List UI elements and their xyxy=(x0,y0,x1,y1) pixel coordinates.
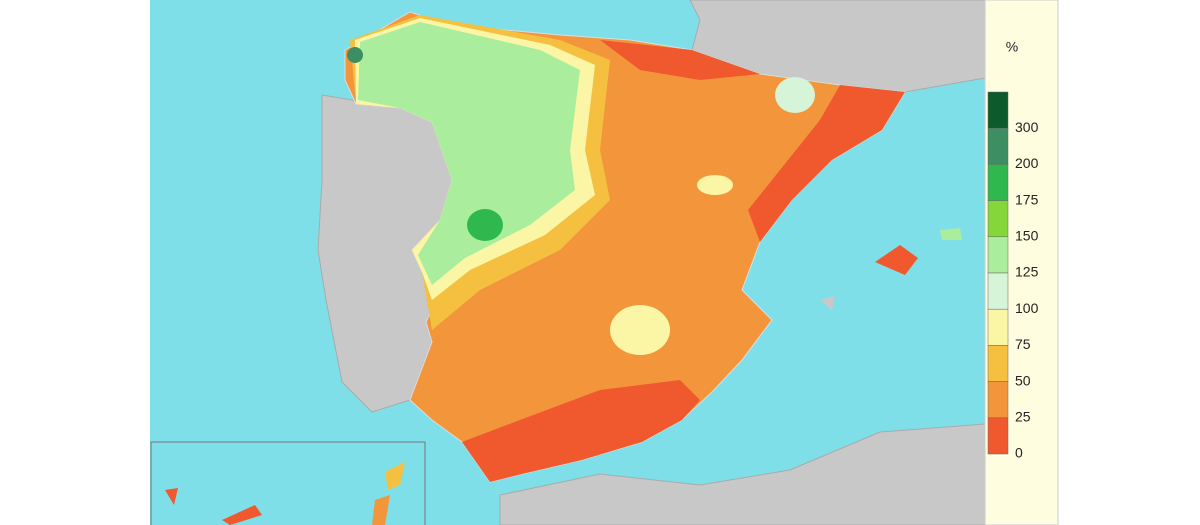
zone-normal xyxy=(697,175,733,195)
zone-low xyxy=(748,85,905,242)
legend-label: 150 xyxy=(1015,228,1039,244)
legend-swatch xyxy=(987,345,1009,382)
legend-label: 100 xyxy=(1015,300,1039,316)
legend-label: 25 xyxy=(1015,409,1031,425)
zone-wet xyxy=(775,77,815,113)
legend-label: 175 xyxy=(1015,191,1039,207)
legend-swatch xyxy=(987,308,1009,346)
legend-swatch xyxy=(987,127,1009,165)
legend-swatch xyxy=(987,381,1009,419)
legend-swatch xyxy=(987,91,1009,129)
ibiza xyxy=(820,296,835,310)
legend-label: 200 xyxy=(1015,155,1039,171)
legend-label: 125 xyxy=(1015,264,1039,280)
zone-low xyxy=(462,380,700,482)
zone-low xyxy=(600,40,760,80)
legend-swatch xyxy=(987,200,1009,238)
island xyxy=(372,495,390,525)
island xyxy=(385,462,405,490)
zone-very-wet xyxy=(467,209,503,241)
legend-label: 0 xyxy=(1015,445,1023,461)
legend-swatch xyxy=(987,272,1009,310)
mallorca xyxy=(875,245,918,275)
legend-swatch xyxy=(987,417,1009,455)
zone-very-wet xyxy=(347,47,363,63)
zone-normal xyxy=(610,305,670,355)
africa xyxy=(499,423,986,525)
legend-label: 75 xyxy=(1015,336,1031,352)
legend-title: % xyxy=(1006,39,1018,55)
zone-wet xyxy=(358,22,580,285)
island xyxy=(165,488,178,505)
legend-label: 50 xyxy=(1015,372,1031,388)
legend-label: 300 xyxy=(1015,119,1039,135)
legend-swatch xyxy=(987,236,1009,274)
menorca xyxy=(940,228,962,240)
legend-swatch xyxy=(987,164,1009,201)
island xyxy=(222,505,262,525)
